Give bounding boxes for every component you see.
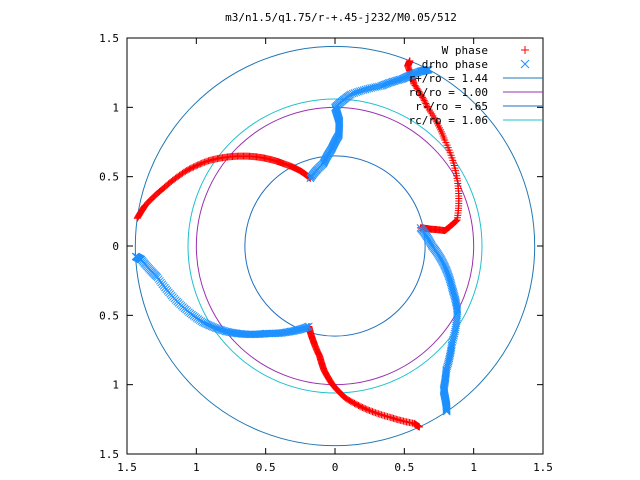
w-phase-point: [452, 217, 460, 225]
w-phase-point: [422, 99, 430, 107]
drho-phase-point: [447, 346, 455, 355]
drho-phase-point: [131, 252, 140, 261]
drho-phase-point: [378, 81, 387, 90]
drho-phase-point: [442, 407, 451, 416]
drho-phase-point: [445, 275, 454, 284]
axes: 1.5 1 0.5 0 0.5 1 1.51.510.500.511.5: [99, 32, 553, 474]
drho-phase-point: [442, 266, 451, 275]
y-tick-label: 1.5: [99, 448, 119, 461]
w-phase-point: [364, 406, 372, 414]
y-tick-label: 0.5: [99, 171, 119, 184]
x-tick-label: 0.5: [394, 461, 414, 474]
y-tick-label: 1: [112, 379, 119, 392]
w-phase-point: [418, 92, 426, 100]
x-tick-label: 1.5: [533, 461, 553, 474]
drho-phase-point: [446, 349, 455, 358]
w-phase-point: [366, 407, 374, 415]
drho-phase-point: [446, 277, 455, 285]
x-tick-label: 0.5: [256, 461, 276, 474]
w-phase-point: [373, 409, 381, 417]
drho-phase-point: [380, 80, 389, 89]
w-phase-point: [421, 98, 429, 106]
drho-phase-point: [377, 82, 385, 90]
drho-phase-point: [443, 268, 452, 277]
x-tick-label: 1: [193, 461, 200, 474]
drho-phase-point: [387, 78, 396, 86]
drho-phase-point: [217, 326, 226, 334]
drho-phase-point: [386, 78, 394, 87]
x-tick-label: 1.5: [117, 461, 137, 474]
drho-phase-point: [391, 76, 400, 85]
drho-phase-point: [384, 79, 393, 87]
drho-phase-point: [445, 274, 454, 282]
w-phase-point: [424, 104, 432, 112]
legend-label: rc/ro = 1.06: [409, 114, 488, 127]
drho-phase-point: [447, 280, 455, 288]
legend-label: drho phase: [422, 58, 488, 71]
legend-label: r+/ro = 1.44: [409, 72, 489, 85]
drho-phase-point: [443, 269, 452, 278]
drho-phase-point: [446, 348, 455, 356]
drho-phase-point: [448, 283, 456, 291]
legend-label: W phase: [442, 44, 488, 57]
drho-phase-point: [219, 326, 227, 335]
w-phase-point: [452, 217, 460, 225]
legend-label: ro/ro = 1.00: [409, 86, 488, 99]
drho-phase-point: [444, 272, 453, 281]
y-tick-label: 1.5: [99, 32, 119, 45]
w-phase-point: [415, 423, 423, 431]
drho-phase-point: [453, 305, 462, 314]
w-phase-point: [367, 407, 375, 415]
legend-label: r-/ro = .65: [415, 100, 488, 113]
w-phase-point: [370, 408, 378, 416]
drho-phase-point: [220, 327, 229, 335]
x-tick-label: 0: [332, 461, 339, 474]
circle-2: [244, 155, 426, 337]
x-tick-label: 1: [470, 461, 477, 474]
w-phase-point: [374, 410, 382, 418]
drho-phase-point: [213, 324, 222, 333]
circle-0: [134, 45, 536, 447]
legend-swatch: [521, 46, 529, 54]
w-phase-point: [406, 57, 414, 65]
w-phase-point: [371, 409, 379, 417]
drho-phase-point: [390, 77, 399, 86]
drho-phase-point: [379, 81, 388, 89]
drho-phase-point: [445, 352, 454, 361]
drho-phase-point: [447, 281, 456, 290]
drho-phase-point: [221, 327, 230, 336]
legend-swatch: [520, 59, 530, 69]
reference-circles: [134, 45, 536, 447]
data-points: [131, 57, 463, 431]
y-tick-label: 0: [112, 240, 119, 253]
w-phase-point: [417, 90, 425, 98]
w-phase-point: [368, 408, 376, 416]
drho-phase-point: [214, 325, 223, 333]
y-tick-label: 1: [112, 101, 119, 114]
w-phase-point: [423, 103, 431, 111]
drho-phase-point: [447, 344, 456, 353]
chart-title: m3/n1.5/q1.75/r-+.45-j232/M0.05/512: [225, 11, 457, 24]
w-phase-point: [133, 214, 141, 222]
drho-phase-point: [216, 325, 224, 334]
drho-phase-point: [444, 271, 453, 279]
drho-phase-point: [446, 278, 455, 287]
drho-phase-point: [382, 80, 390, 88]
w-phase-point: [420, 96, 428, 104]
drho-phase-point: [446, 351, 454, 360]
drho-phase-point: [388, 77, 397, 86]
w-phase-point: [363, 405, 371, 413]
w-phase-point: [419, 93, 427, 101]
drho-phase-point: [424, 65, 433, 74]
circle-3: [187, 98, 483, 394]
drho-phase-point: [383, 79, 392, 88]
y-tick-label: 0.5: [99, 309, 119, 322]
w-phase-point: [419, 95, 427, 103]
w-phase-point: [423, 101, 431, 109]
